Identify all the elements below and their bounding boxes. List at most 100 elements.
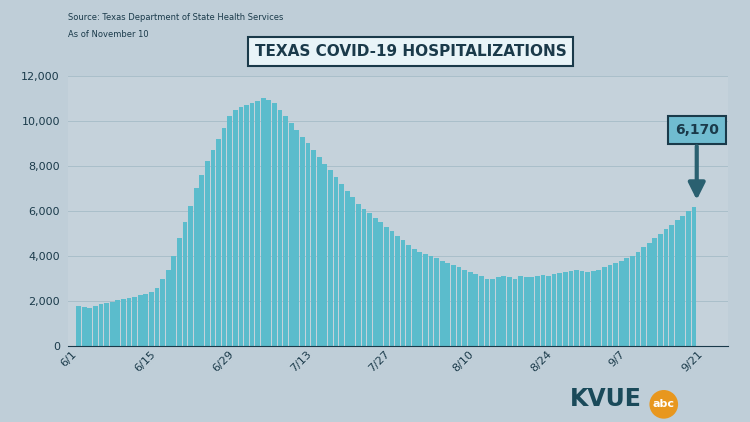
Bar <box>306 143 310 346</box>
Bar <box>518 276 523 346</box>
Text: TEXAS COVID-19 HOSPITALIZATIONS: TEXAS COVID-19 HOSPITALIZATIONS <box>255 44 566 59</box>
Bar <box>692 207 696 346</box>
Bar <box>289 123 293 346</box>
Text: Source: Texas Department of State Health Services: Source: Texas Department of State Health… <box>68 13 283 22</box>
Bar <box>205 162 210 346</box>
Bar <box>261 98 266 346</box>
Bar <box>389 231 394 346</box>
Bar <box>350 197 355 346</box>
Bar <box>434 258 439 346</box>
Bar <box>512 279 517 346</box>
Bar <box>328 170 333 346</box>
Bar <box>238 108 243 346</box>
Bar <box>418 252 422 346</box>
Bar <box>368 213 372 346</box>
Text: As of November 10: As of November 10 <box>68 30 148 38</box>
Bar <box>233 110 238 346</box>
Bar <box>295 130 299 346</box>
Bar <box>116 300 120 346</box>
Bar <box>110 302 115 346</box>
Bar <box>658 233 663 346</box>
Bar <box>484 279 489 346</box>
Bar <box>166 270 170 346</box>
Bar <box>99 304 104 346</box>
Bar <box>462 270 467 346</box>
Bar <box>641 247 646 346</box>
Bar <box>608 265 613 346</box>
Bar <box>585 272 590 346</box>
Bar <box>440 260 445 346</box>
Bar <box>457 267 461 346</box>
Bar <box>356 204 361 346</box>
Bar <box>580 271 584 346</box>
Bar <box>614 263 618 346</box>
Bar <box>429 256 433 346</box>
Bar <box>345 191 350 346</box>
Bar <box>177 238 182 346</box>
Bar <box>406 245 411 346</box>
Bar <box>82 307 87 346</box>
Bar <box>400 240 406 346</box>
Bar <box>423 254 427 346</box>
Bar <box>322 164 327 346</box>
Bar <box>182 222 188 346</box>
Bar <box>625 258 629 346</box>
Bar <box>272 103 277 346</box>
Bar <box>278 110 283 346</box>
Bar <box>502 276 506 346</box>
Bar <box>412 249 417 346</box>
Text: abc: abc <box>652 399 675 409</box>
Bar <box>664 229 668 346</box>
Bar <box>630 256 634 346</box>
Text: KVUE: KVUE <box>570 387 642 411</box>
Bar <box>557 273 562 346</box>
Bar <box>300 137 304 346</box>
Bar <box>132 297 137 346</box>
Bar <box>468 272 472 346</box>
Bar <box>530 277 534 346</box>
Bar <box>104 303 109 346</box>
Bar <box>669 225 674 346</box>
Bar <box>378 222 383 346</box>
Bar <box>373 218 377 346</box>
Bar <box>446 263 450 346</box>
Bar <box>138 295 142 346</box>
Bar <box>216 139 221 346</box>
Bar <box>227 116 232 346</box>
Bar <box>211 150 215 346</box>
Bar <box>479 276 484 346</box>
Bar <box>362 209 366 346</box>
Bar <box>266 100 272 346</box>
Bar <box>316 157 322 346</box>
Bar <box>311 150 316 346</box>
Bar <box>160 279 165 346</box>
Bar <box>154 287 159 346</box>
Bar <box>143 294 148 346</box>
Bar <box>250 103 254 346</box>
Bar <box>546 276 551 346</box>
Bar <box>568 271 573 346</box>
Bar <box>507 277 512 346</box>
Bar <box>675 220 680 346</box>
Bar <box>535 276 540 346</box>
Bar <box>121 299 126 346</box>
Bar <box>194 189 199 346</box>
Bar <box>646 243 652 346</box>
Bar <box>222 128 226 346</box>
Bar <box>334 177 338 346</box>
Bar <box>524 277 529 346</box>
Bar <box>602 267 607 346</box>
Bar <box>93 306 98 346</box>
Bar <box>496 277 500 346</box>
Text: 6,170: 6,170 <box>675 123 718 137</box>
Bar <box>686 211 691 346</box>
Bar <box>574 270 579 346</box>
Bar <box>490 279 495 346</box>
Bar <box>473 274 478 346</box>
Bar <box>200 175 204 346</box>
Bar <box>591 271 596 346</box>
Bar <box>384 227 388 346</box>
Bar <box>76 306 81 346</box>
Bar <box>596 270 602 346</box>
Bar <box>88 308 92 346</box>
